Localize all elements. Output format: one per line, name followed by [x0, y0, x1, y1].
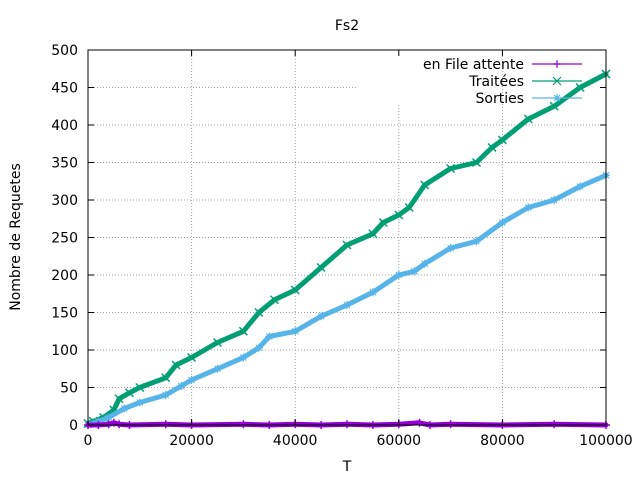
x-tick-label: 40000 — [273, 433, 318, 449]
data-point — [171, 360, 181, 370]
data-point — [343, 420, 351, 429]
y-tick-label: 200 — [51, 268, 78, 284]
data-point — [404, 202, 414, 213]
x-tick-label: 0 — [84, 433, 93, 449]
chart-title: Fs2 — [335, 18, 359, 34]
series-layer — [83, 69, 611, 429]
data-point — [291, 327, 300, 336]
data-point — [550, 420, 559, 429]
y-tick-label: 50 — [60, 381, 78, 397]
data-point — [343, 301, 351, 309]
data-point — [254, 343, 263, 352]
data-point — [575, 82, 585, 93]
x-tick-label: 20000 — [169, 433, 214, 449]
data-point — [135, 382, 145, 393]
data-point — [316, 262, 326, 273]
series-line-1 — [85, 71, 609, 426]
legend-label: Sorties — [476, 91, 525, 107]
data-point — [238, 326, 248, 336]
data-point — [523, 114, 533, 124]
data-point — [446, 420, 455, 429]
data-point — [124, 388, 134, 398]
legend-marker — [553, 94, 561, 102]
data-point — [269, 295, 280, 305]
data-point — [120, 404, 129, 413]
data-point — [213, 364, 222, 373]
data-point — [487, 142, 497, 153]
data-point — [177, 382, 186, 390]
y-tick-label: 150 — [51, 306, 78, 322]
y-tick-label: 450 — [51, 81, 78, 97]
data-point — [471, 157, 482, 168]
data-point — [378, 217, 388, 228]
data-point — [135, 398, 144, 407]
grid-lines — [88, 50, 606, 425]
data-point — [265, 332, 274, 341]
data-point — [212, 337, 223, 348]
data-point — [104, 413, 113, 422]
data-point — [187, 376, 196, 384]
series-line-2 — [85, 172, 609, 428]
y-tick-label: 400 — [51, 118, 78, 134]
axis-ticks: 0 50 100 150 200 250 300 350 400 450 500 0 20000 4000… — [51, 43, 632, 449]
data-point — [115, 420, 124, 429]
y-tick-label: 0 — [69, 418, 78, 434]
data-point — [161, 373, 171, 383]
data-point — [254, 307, 264, 318]
data-point — [368, 229, 378, 239]
data-point — [550, 196, 559, 204]
data-point — [420, 259, 429, 268]
x-tick-label: 60000 — [377, 433, 422, 449]
x-tick-label: 100000 — [579, 433, 632, 449]
data-point — [368, 288, 377, 297]
data-point — [472, 237, 481, 246]
data-point — [394, 210, 404, 220]
x-axis-label: T — [342, 459, 352, 475]
data-point — [161, 420, 170, 429]
x-tick-label: 80000 — [480, 433, 525, 449]
data-point — [549, 101, 559, 111]
legend-marker — [552, 76, 562, 86]
data-point — [394, 271, 403, 279]
data-point — [342, 240, 352, 250]
data-point — [239, 420, 248, 429]
data-point — [576, 182, 585, 191]
y-tick-label: 500 — [51, 43, 78, 59]
data-point — [524, 203, 533, 212]
data-point — [446, 163, 456, 174]
y-tick-label: 100 — [51, 343, 78, 359]
data-point — [446, 244, 455, 252]
data-point — [290, 285, 300, 295]
data-point — [187, 352, 197, 363]
data-point — [114, 394, 124, 404]
data-point — [498, 218, 507, 227]
y-tick-label: 250 — [51, 231, 78, 247]
data-point — [497, 135, 507, 145]
legend-marker — [553, 60, 561, 68]
y-axis-label: Nombre de Requetes — [8, 163, 24, 311]
y-tick-label: 300 — [51, 193, 78, 209]
legend-label: Traitées — [468, 74, 524, 90]
y-tick-label: 350 — [51, 156, 78, 172]
legend-label: en File attente — [423, 57, 524, 73]
data-point — [317, 312, 326, 321]
data-point — [420, 180, 430, 190]
data-point — [161, 391, 170, 399]
data-point — [104, 420, 113, 429]
data-point — [239, 353, 248, 362]
data-point — [410, 267, 419, 276]
